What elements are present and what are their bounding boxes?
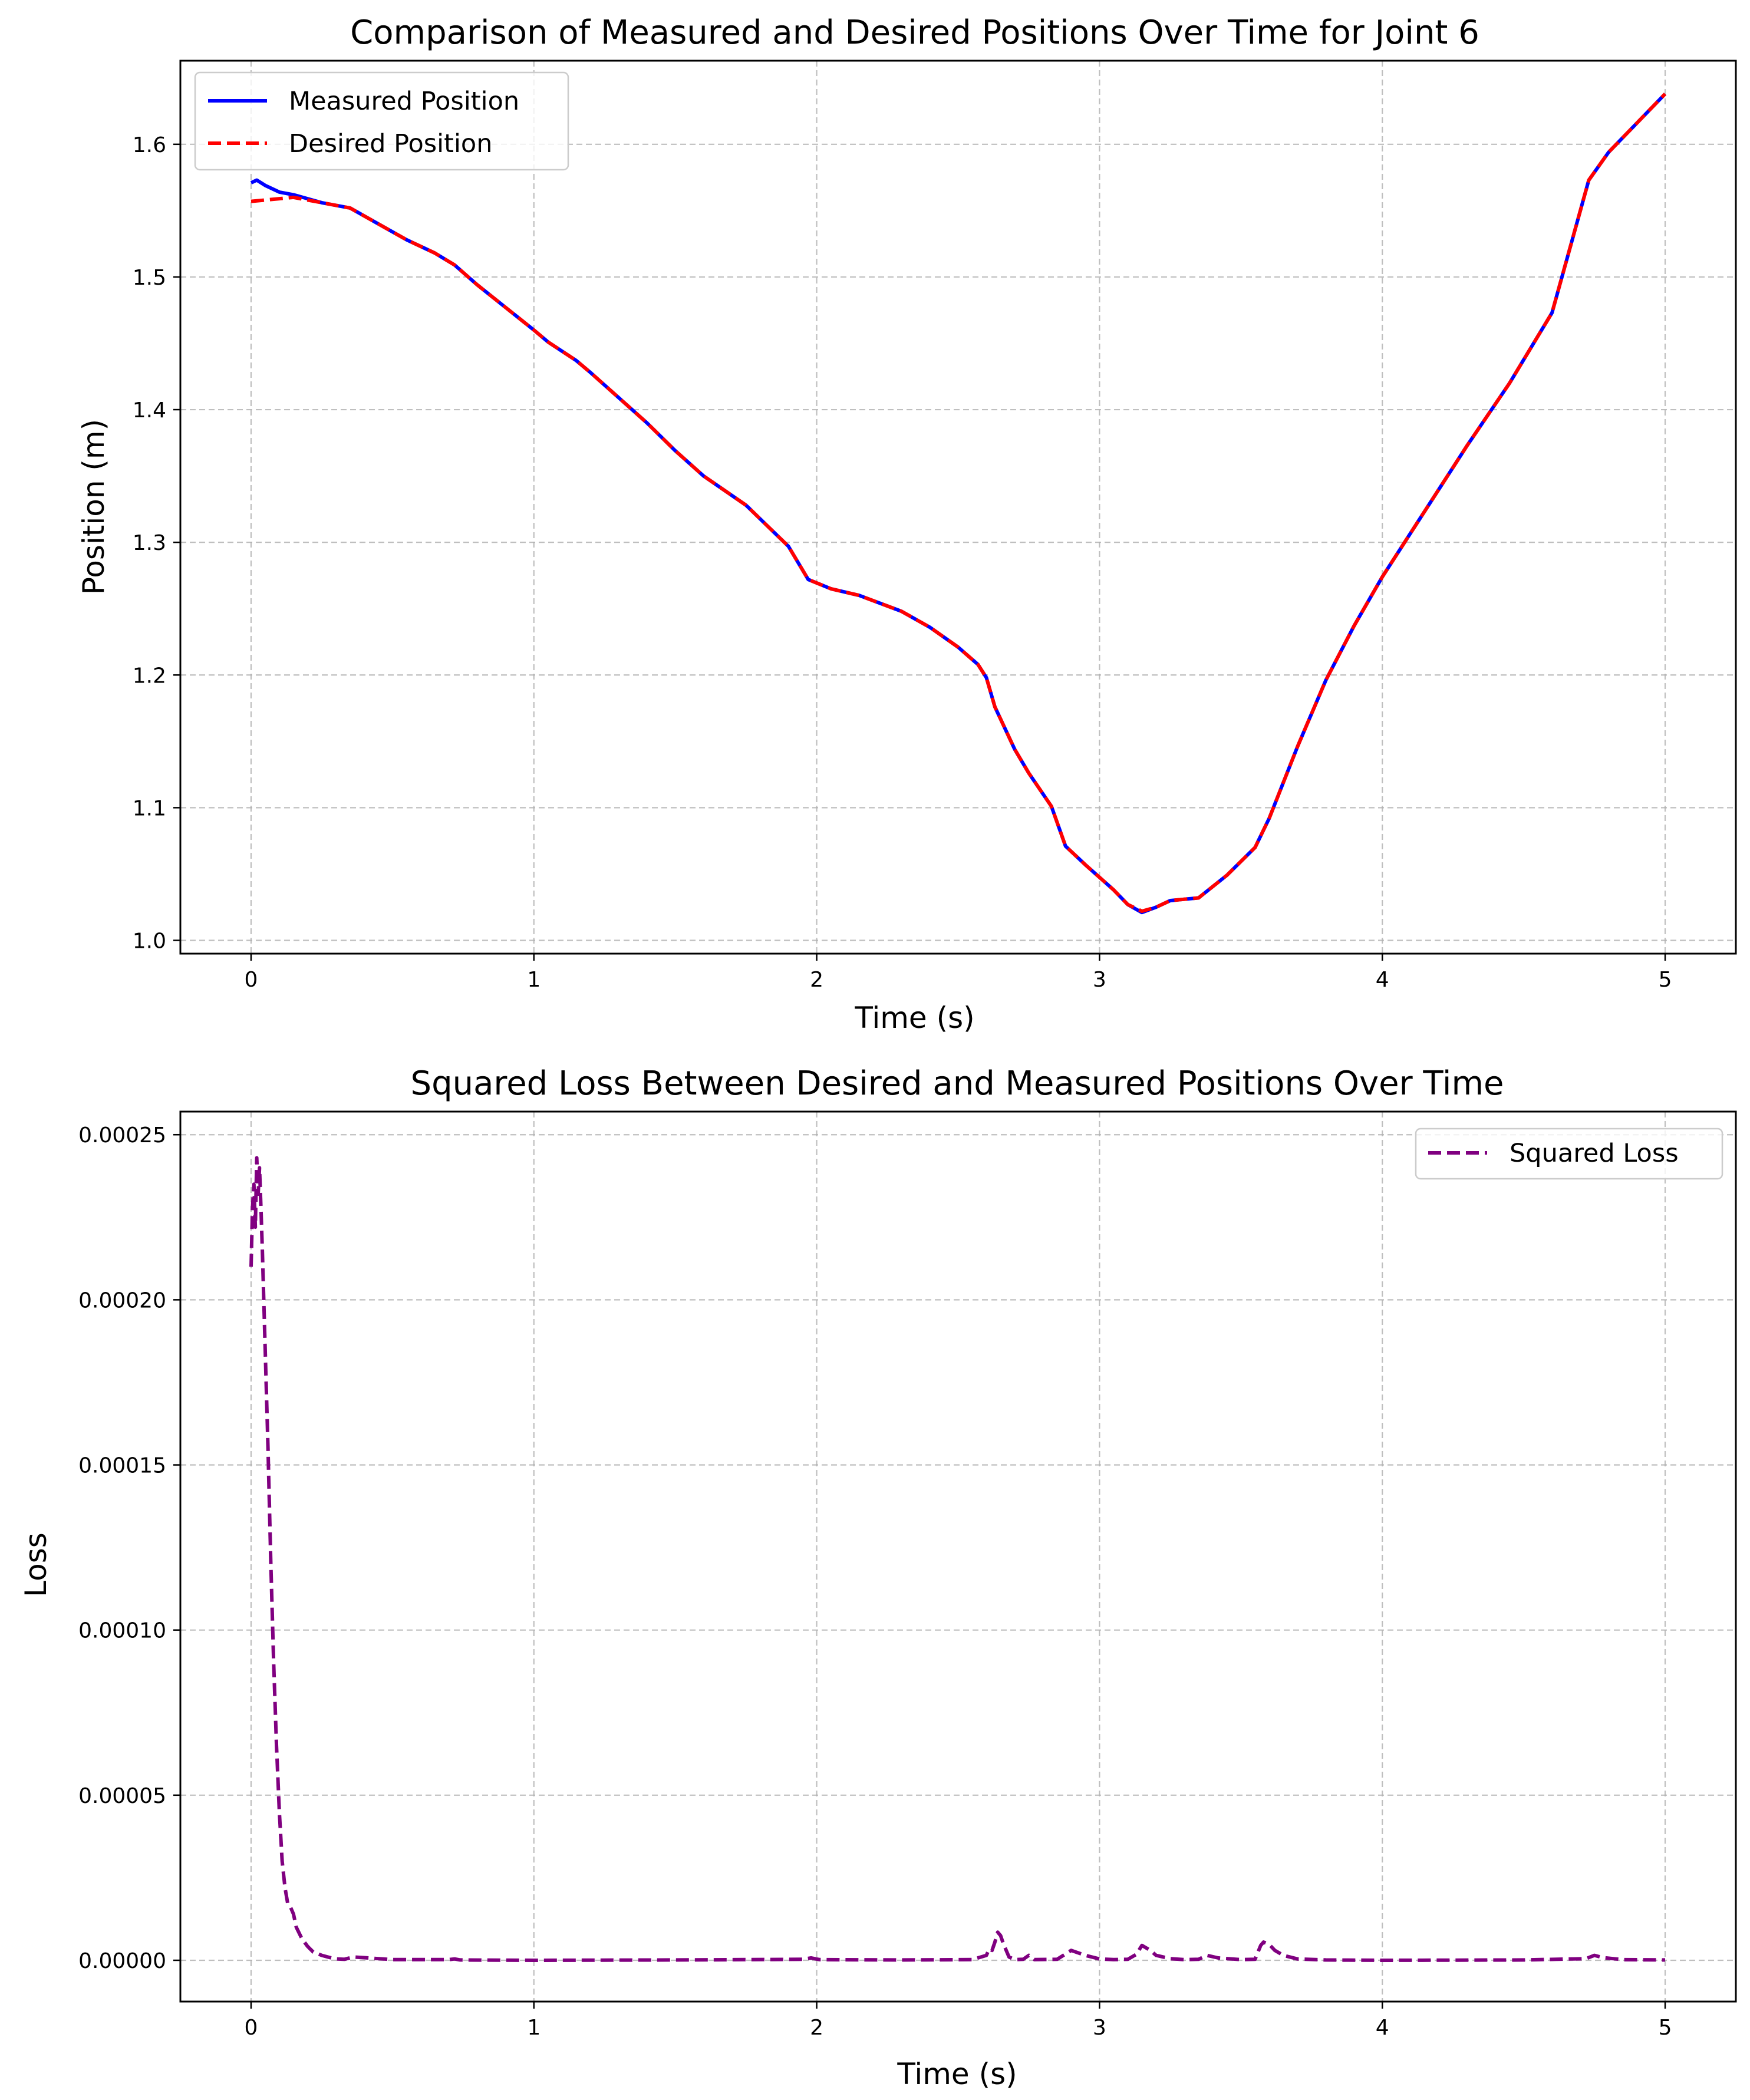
loss-x-ticks: 0 1 2 3 4 5: [245, 2002, 1672, 2040]
position-y-ticks: 1.0 1.1 1.2 1.3 1.4 1.5 1.6: [133, 133, 180, 953]
loss-y-axis-label: Loss: [19, 1532, 53, 1597]
position-y-axis-label: Position (m): [77, 419, 111, 595]
position-x-tick-label: 3: [1093, 968, 1106, 992]
loss-x-tick-label: 3: [1093, 2016, 1106, 2040]
loss-x-axis-label: Time (s): [897, 2057, 1017, 2091]
loss-y-tick-label: 0.00005: [78, 1784, 166, 1808]
position-y-tick-label: 1.2: [133, 664, 166, 688]
position-y-tick-label: 1.5: [133, 266, 166, 290]
position-y-tick-label: 1.6: [133, 133, 166, 157]
loss-legend-box: [1415, 1128, 1723, 1180]
position-y-tick-label: 1.4: [133, 398, 166, 423]
position-chart-title: Comparison of Measured and Desired Posit…: [350, 14, 1479, 52]
position-y-tick-label: 1.3: [133, 531, 166, 555]
legend-label-squared-loss: Squared Loss: [1510, 1139, 1679, 1168]
loss-plot-frame: [179, 1110, 1737, 2003]
loss-y-tick-label: 0.00010: [78, 1619, 166, 1643]
position-y-tick-label: 1.0: [133, 929, 166, 953]
loss-series: [249, 1156, 1666, 1962]
position-x-tick-label: 2: [810, 968, 823, 992]
loss-x-tick-label: 0: [245, 2016, 258, 2040]
position-chart: 0 1 2 3 4 5 1.0 1.1 1.2 1.3 1.4 1.5 1.6 Comparison …: [77, 14, 1737, 1035]
loss-y-tick-label: 0.00000: [78, 1949, 166, 1973]
loss-x-tick-label: 5: [1659, 2016, 1672, 2040]
position-legend: Measured Position Desired Position: [194, 71, 569, 171]
loss-y-ticks: 0.00000 0.00005 0.00010 0.00015 0.00020 0.000…: [78, 1123, 180, 1973]
legend-label-measured-position: Measured Position: [289, 87, 519, 116]
loss-chart-title: Squared Loss Between Desired and Measure…: [411, 1064, 1504, 1103]
position-x-ticks: 0 1 2 3 4 5: [245, 954, 1672, 992]
position-x-tick-label: 4: [1376, 968, 1389, 992]
loss-x-tick-label: 1: [527, 2016, 541, 2040]
legend-label-desired-position: Desired Position: [289, 129, 493, 159]
position-y-tick-label: 1.1: [133, 796, 166, 820]
loss-y-tick-label: 0.00015: [78, 1454, 166, 1478]
loss-y-tick-label: 0.00020: [78, 1288, 166, 1313]
position-series: [250, 93, 1667, 915]
series-line-squared-loss: [249, 1156, 1666, 1962]
position-x-tick-label: 5: [1659, 968, 1672, 992]
loss-x-tick-label: 2: [810, 2016, 823, 2040]
position-plot-frame: [179, 60, 1737, 955]
loss-legend: Squared Loss: [1415, 1128, 1723, 1180]
position-grid: [180, 61, 1736, 954]
position-x-tick-label: 1: [527, 968, 541, 992]
position-legend-box: [194, 71, 569, 171]
series-line-desired-position: [251, 93, 1667, 913]
loss-x-tick-label: 4: [1376, 2016, 1389, 2040]
position-x-axis-label: Time (s): [854, 1001, 974, 1035]
loss-y-tick-label: 0.00025: [78, 1123, 166, 1148]
position-x-tick-label: 0: [245, 968, 258, 992]
